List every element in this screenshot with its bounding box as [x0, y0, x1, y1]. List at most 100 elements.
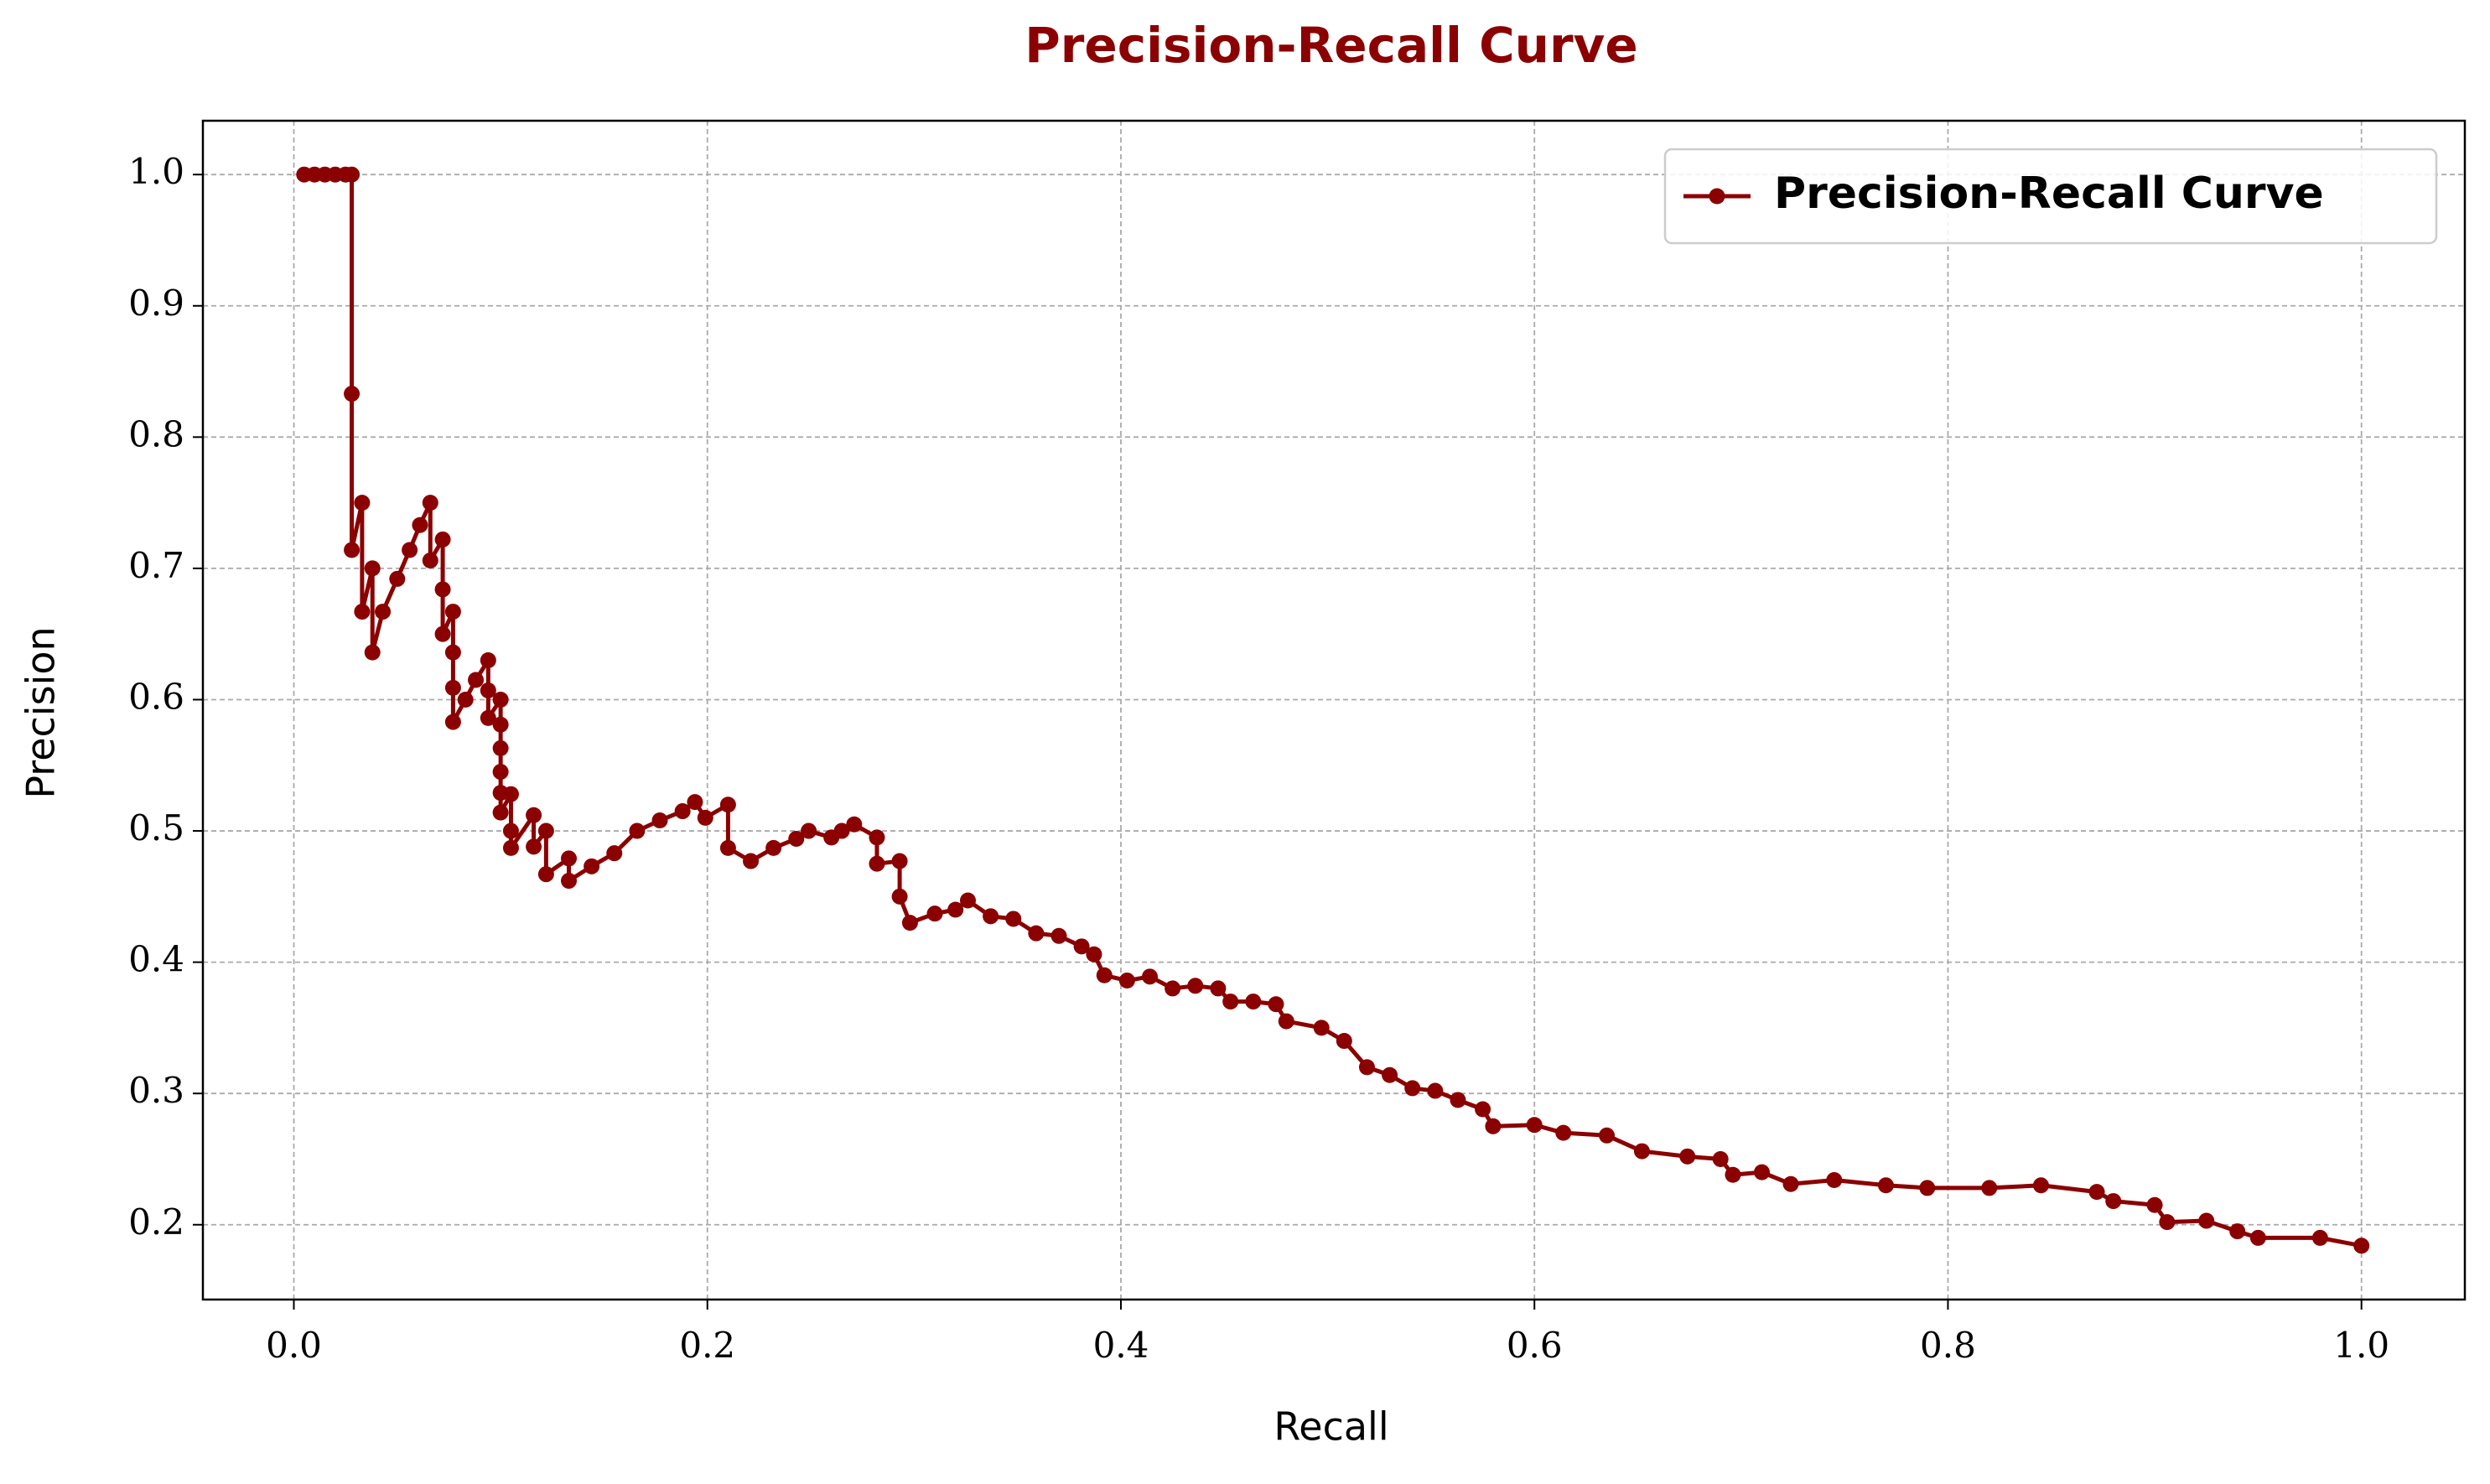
- marker: [674, 803, 691, 820]
- marker: [480, 652, 496, 669]
- marker: [983, 908, 999, 925]
- marker: [354, 604, 371, 620]
- marker: [492, 691, 509, 708]
- marker: [492, 804, 509, 821]
- marker: [364, 644, 381, 661]
- marker: [1358, 1059, 1375, 1076]
- marker: [687, 794, 703, 811]
- y-tick-label: 0.2: [128, 1201, 184, 1243]
- marker: [1245, 994, 1262, 1010]
- marker: [364, 560, 381, 577]
- marker: [1725, 1166, 1741, 1183]
- marker: [846, 816, 863, 833]
- y-axis-label: Precision: [18, 626, 64, 798]
- marker: [891, 853, 908, 869]
- marker: [1475, 1101, 1491, 1118]
- marker: [833, 822, 850, 839]
- marker: [1782, 1175, 1799, 1192]
- legend-marker: [1709, 188, 1725, 205]
- marker: [765, 839, 782, 856]
- marker: [492, 764, 509, 781]
- marker: [444, 679, 461, 696]
- marker: [926, 905, 943, 922]
- marker: [526, 838, 542, 855]
- marker: [526, 807, 542, 823]
- marker: [502, 822, 519, 839]
- marker: [1028, 925, 1045, 942]
- x-tick-label: 1.0: [2333, 1325, 2389, 1366]
- marker: [561, 873, 578, 890]
- marker: [1826, 1172, 1843, 1189]
- marker: [1450, 1092, 1466, 1108]
- marker: [1712, 1150, 1729, 1167]
- x-tick-label: 0.6: [1507, 1325, 1563, 1366]
- marker: [537, 822, 554, 839]
- x-tick-label: 0.4: [1093, 1325, 1149, 1366]
- marker: [2353, 1238, 2370, 1254]
- marker: [480, 682, 496, 699]
- marker: [2198, 1212, 2215, 1229]
- marker: [1981, 1180, 1998, 1196]
- marker: [1118, 973, 1135, 989]
- marker: [788, 830, 805, 847]
- marker: [434, 531, 451, 547]
- marker: [434, 625, 451, 642]
- marker: [1096, 967, 1113, 983]
- marker: [2159, 1214, 2176, 1231]
- marker: [1268, 996, 1284, 1013]
- marker: [344, 542, 361, 558]
- marker: [1919, 1180, 1936, 1196]
- marker: [1005, 911, 1022, 927]
- marker: [2088, 1184, 2105, 1201]
- marker: [891, 888, 908, 905]
- marker: [743, 853, 760, 869]
- y-tick-label: 0.4: [128, 939, 184, 980]
- marker: [2311, 1229, 2328, 1246]
- marker: [1526, 1117, 1543, 1134]
- marker: [697, 809, 713, 826]
- marker: [1073, 938, 1090, 955]
- y-tick-label: 0.5: [128, 807, 184, 848]
- marker: [412, 516, 428, 533]
- marker: [468, 672, 485, 688]
- marker: [1427, 1082, 1444, 1099]
- chart-title: Precision-Recall Curve: [1025, 17, 1637, 74]
- marker: [502, 786, 519, 802]
- marker: [1877, 1177, 1894, 1194]
- marker: [537, 866, 554, 883]
- marker: [869, 829, 885, 846]
- x-tick-label: 0.8: [1920, 1325, 1976, 1366]
- marker: [1086, 946, 1102, 963]
- marker: [2146, 1196, 2163, 1213]
- x-axis-label: Recall: [1274, 1404, 1388, 1450]
- marker: [444, 713, 461, 730]
- marker: [502, 839, 519, 856]
- marker: [492, 739, 509, 756]
- marker: [584, 858, 600, 874]
- marker: [422, 495, 438, 511]
- marker: [1142, 968, 1159, 985]
- marker: [1633, 1143, 1650, 1160]
- y-tick-label: 0.8: [128, 413, 184, 454]
- marker: [434, 581, 451, 598]
- marker: [354, 495, 371, 511]
- marker: [561, 850, 578, 867]
- marker: [1599, 1127, 1616, 1144]
- marker: [344, 166, 361, 183]
- marker: [1336, 1033, 1352, 1050]
- y-tick-label: 0.9: [128, 283, 184, 324]
- marker: [606, 845, 623, 862]
- marker: [1165, 980, 1181, 997]
- marker: [959, 892, 976, 909]
- marker: [375, 604, 392, 620]
- marker: [444, 604, 461, 620]
- legend-box: [1663, 148, 2438, 245]
- marker: [651, 812, 668, 829]
- marker: [1485, 1118, 1502, 1134]
- marker: [344, 386, 361, 402]
- marker: [1222, 994, 1239, 1010]
- marker: [1313, 1020, 1330, 1036]
- marker: [1278, 1013, 1294, 1030]
- plot-frame: [201, 119, 2467, 1301]
- marker: [629, 822, 646, 839]
